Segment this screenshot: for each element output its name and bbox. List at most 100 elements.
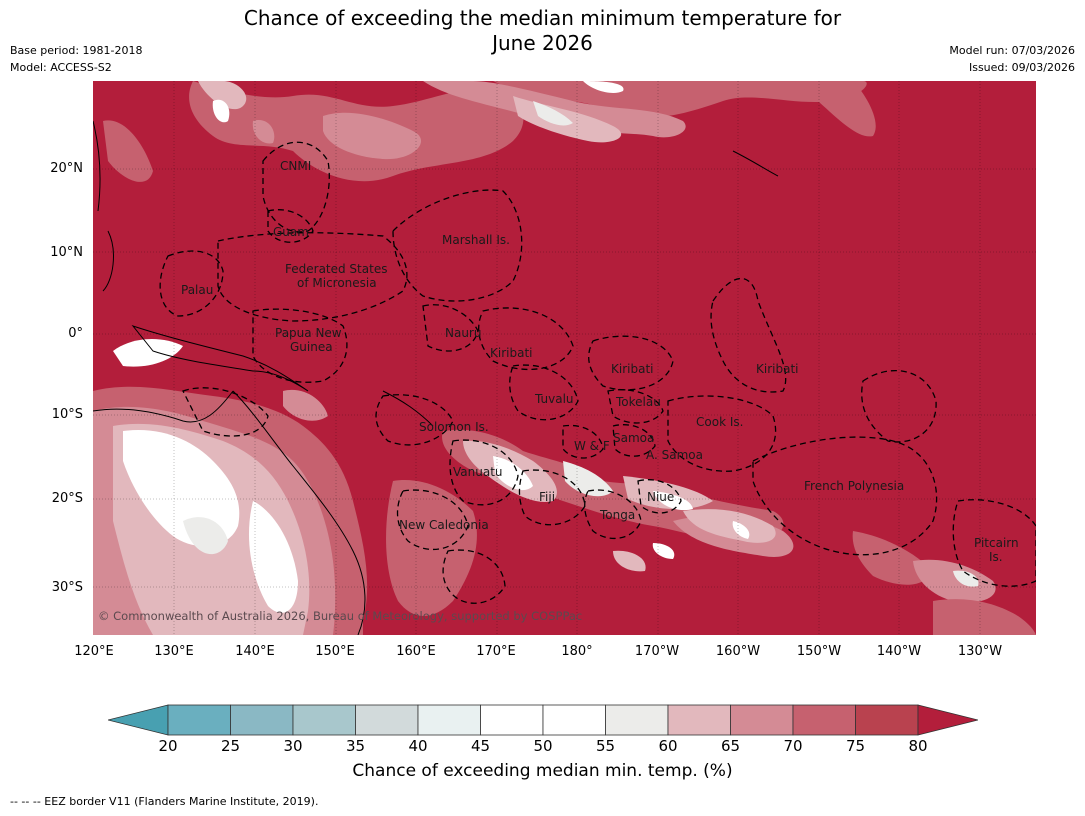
shading-patch <box>683 509 776 543</box>
model-run: Model run: 07/03/2026 <box>949 44 1075 57</box>
label-png-1: Papua New <box>275 326 342 340</box>
shading-patch <box>283 389 328 421</box>
lat-label-0: 0° <box>68 326 83 341</box>
label-vanuatu: Vanuatu <box>453 465 503 479</box>
eez-png <box>252 308 348 383</box>
colorbar-segment <box>355 704 419 736</box>
lat-label-30s: 30°S <box>51 580 83 595</box>
shading-patch <box>793 81 876 137</box>
eez-kiribati-c <box>588 335 674 391</box>
colorbar <box>107 704 979 736</box>
lat-label-20n: 20°N <box>50 161 83 176</box>
shading-patch <box>653 491 693 511</box>
colorbar-segment <box>417 704 481 736</box>
colorbar-extend-low <box>107 704 169 736</box>
shading-patch <box>113 339 183 367</box>
label-kiribati-e: Kiribati <box>756 362 798 376</box>
shading-north <box>103 81 876 182</box>
shading-patch <box>248 501 298 613</box>
shading-patch <box>623 476 713 510</box>
label-guam: Guam <box>273 225 309 239</box>
colorbar-segment <box>855 704 919 736</box>
label-kiribati-c: Kiribati <box>611 362 653 376</box>
lon-label-170e: 170°E <box>476 644 516 659</box>
lon-label-170w: 170°W <box>634 644 680 659</box>
label-nauru: Nauru <box>445 326 481 340</box>
map-svg: CNMI Guam Marshall Is. Federated States … <box>93 81 1036 635</box>
label-palau: Palau <box>181 283 213 297</box>
label-png-2: Guinea <box>290 340 333 354</box>
colorbar-tick-label: 75 <box>845 737 866 755</box>
colorbar-tick-label: 20 <box>158 737 178 755</box>
colorbar-segment <box>167 704 231 736</box>
lon-label-130w: 130°W <box>957 644 1003 659</box>
title-line-1: Chance of exceeding the median minimum t… <box>243 6 842 30</box>
shading-equator <box>113 339 328 421</box>
eez-palau <box>159 250 224 317</box>
shading-patch <box>252 120 275 144</box>
shading-patch <box>493 81 867 118</box>
eez-vanuatu <box>449 439 519 506</box>
lon-label-120e: 120°E <box>74 644 114 659</box>
shading-south <box>93 386 1036 635</box>
eez-solomon <box>375 394 454 446</box>
lat-label-10n: 10°N <box>50 245 83 260</box>
shading-patch <box>493 456 533 491</box>
graticule <box>93 81 1036 635</box>
lon-label-160w: 160°W <box>715 644 761 659</box>
shading-patch <box>913 559 996 603</box>
copyright-text: © Commonwealth of Australia 2026, Bureau… <box>98 609 582 623</box>
colorbar-tick-label: 70 <box>783 737 803 755</box>
shading-patch <box>563 461 613 497</box>
label-solomon: Solomon Is. <box>419 420 489 434</box>
shading-patch <box>212 99 230 123</box>
lon-label-140e: 140°E <box>235 644 275 659</box>
label-marshall: Marshall Is. <box>442 233 510 247</box>
label-niue: Niue <box>647 490 674 504</box>
colorbar-segment <box>230 704 294 736</box>
label-cook: Cook Is. <box>696 415 743 429</box>
eez-niue <box>637 479 682 514</box>
colorbar-segment <box>667 704 731 736</box>
eez-kiribati-e <box>710 277 787 393</box>
shading-patch <box>103 120 153 182</box>
coastlines <box>93 120 779 635</box>
eez-cook <box>667 395 777 472</box>
colorbar-svg <box>107 704 979 736</box>
eez-footnote: -- -- -- EEZ border V11 (Flanders Marine… <box>10 795 319 808</box>
model-name: Model: ACCESS-S2 <box>10 61 112 74</box>
shading-patch <box>732 521 750 539</box>
colorbar-segment <box>480 704 544 736</box>
eez-guam <box>267 209 314 243</box>
australia-north-coast <box>93 390 234 423</box>
shading-patch <box>386 480 477 616</box>
eez-australia-north <box>182 387 269 437</box>
colorbar-segment <box>292 704 356 736</box>
map-title: Chance of exceeding the median minimum t… <box>0 6 1085 56</box>
lon-label-150e: 150°E <box>315 644 355 659</box>
eez-pitcairn <box>952 499 1036 587</box>
title-line-2: June 2026 <box>492 31 593 55</box>
colorbar-tick-label: 80 <box>908 737 928 755</box>
issued-date: Issued: 09/03/2026 <box>968 61 1075 74</box>
lon-label-140w: 140°W <box>876 644 922 659</box>
shading-patch <box>852 531 933 585</box>
label-fiji: Fiji <box>539 490 555 504</box>
shading-patch <box>953 570 979 587</box>
eez-marshall <box>392 189 523 302</box>
colorbar-segment <box>730 704 794 736</box>
new-guinea-coast <box>131 324 309 392</box>
shading-patch <box>123 430 240 547</box>
eez-fsm <box>217 232 408 322</box>
eez-fiji <box>518 469 586 526</box>
lat-label-20s: 20°S <box>51 491 83 506</box>
label-tuvalu: Tuvalu <box>534 392 574 406</box>
colorbar-tick-label: 30 <box>283 737 303 755</box>
label-fsm-2: of Micronesia <box>297 276 377 290</box>
shading-patch <box>183 517 228 555</box>
solomon-coast <box>382 390 434 427</box>
colorbar-label: Chance of exceeding median min. temp. (%… <box>352 761 733 781</box>
label-samoa: Samoa <box>613 431 654 445</box>
colorbar-segment <box>605 704 669 736</box>
eez-samoa <box>612 424 656 457</box>
